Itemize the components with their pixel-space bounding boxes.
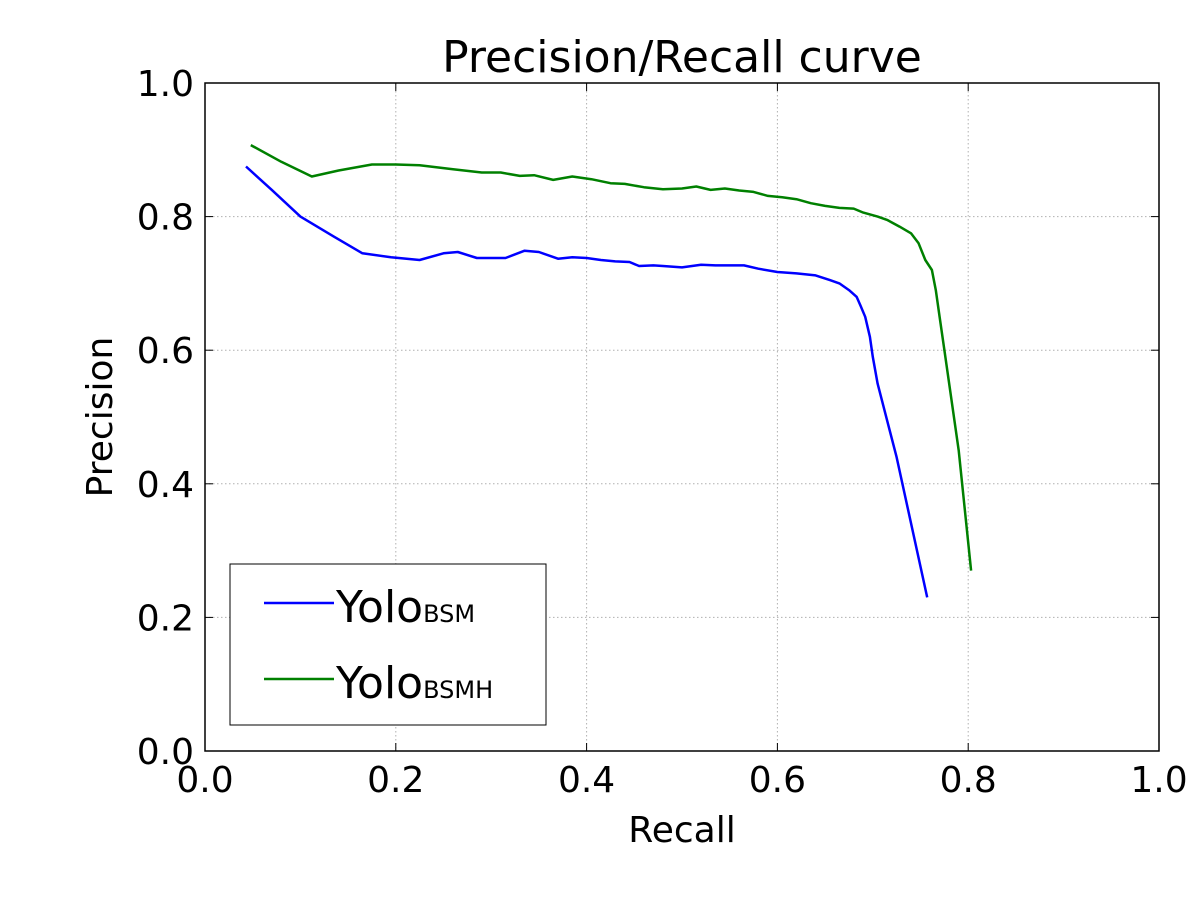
series-layer [245,144,973,598]
x-tick-label: 0.4 [558,760,615,801]
axis-ticks: 0.0 0.2 0.4 0.6 0.8 1.0 0.0 0.2 0.4 0.6 0.8 1.0 [137,64,1188,801]
legend-box [229,563,547,726]
x-tick-label: 1.0 [1130,760,1187,801]
legend-label-yolo-bsmh: YoloBSMH [335,658,493,709]
y-tick-label: 0.8 [137,198,194,239]
y-tick-label: 0.0 [137,732,194,773]
legend-label-yolo-bsm: YoloBSM [335,582,475,633]
legend-label-yolo-bsmh-subscript: BSMH [423,676,493,704]
plot-area [204,82,1160,752]
x-axis-label: Recall [628,810,735,851]
x-tick-label: 0.0 [176,760,233,801]
y-tick-label: 0.2 [137,598,194,639]
y-tick-label: 0.6 [137,331,194,372]
legend-label-yolo-bsm-name: Yolo [335,582,423,633]
y-tick-label: 1.0 [137,64,194,105]
x-tick-label: 0.6 [749,760,806,801]
legend-label-yolo-bsm-subscript: BSM [423,600,475,628]
series-line-yolo-bsmh [250,144,973,571]
series-line-yolo-bsm [245,165,929,598]
y-axis-label: Precision [80,337,121,498]
legend: YoloBSM YoloBSMH [229,563,547,726]
legend-label-yolo-bsmh-name: Yolo [335,658,423,709]
x-tick-label: 0.8 [940,760,997,801]
y-tick-label: 0.4 [137,465,194,506]
chart-title: Precision/Recall curve [442,32,922,83]
x-tick-label: 0.2 [367,760,424,801]
